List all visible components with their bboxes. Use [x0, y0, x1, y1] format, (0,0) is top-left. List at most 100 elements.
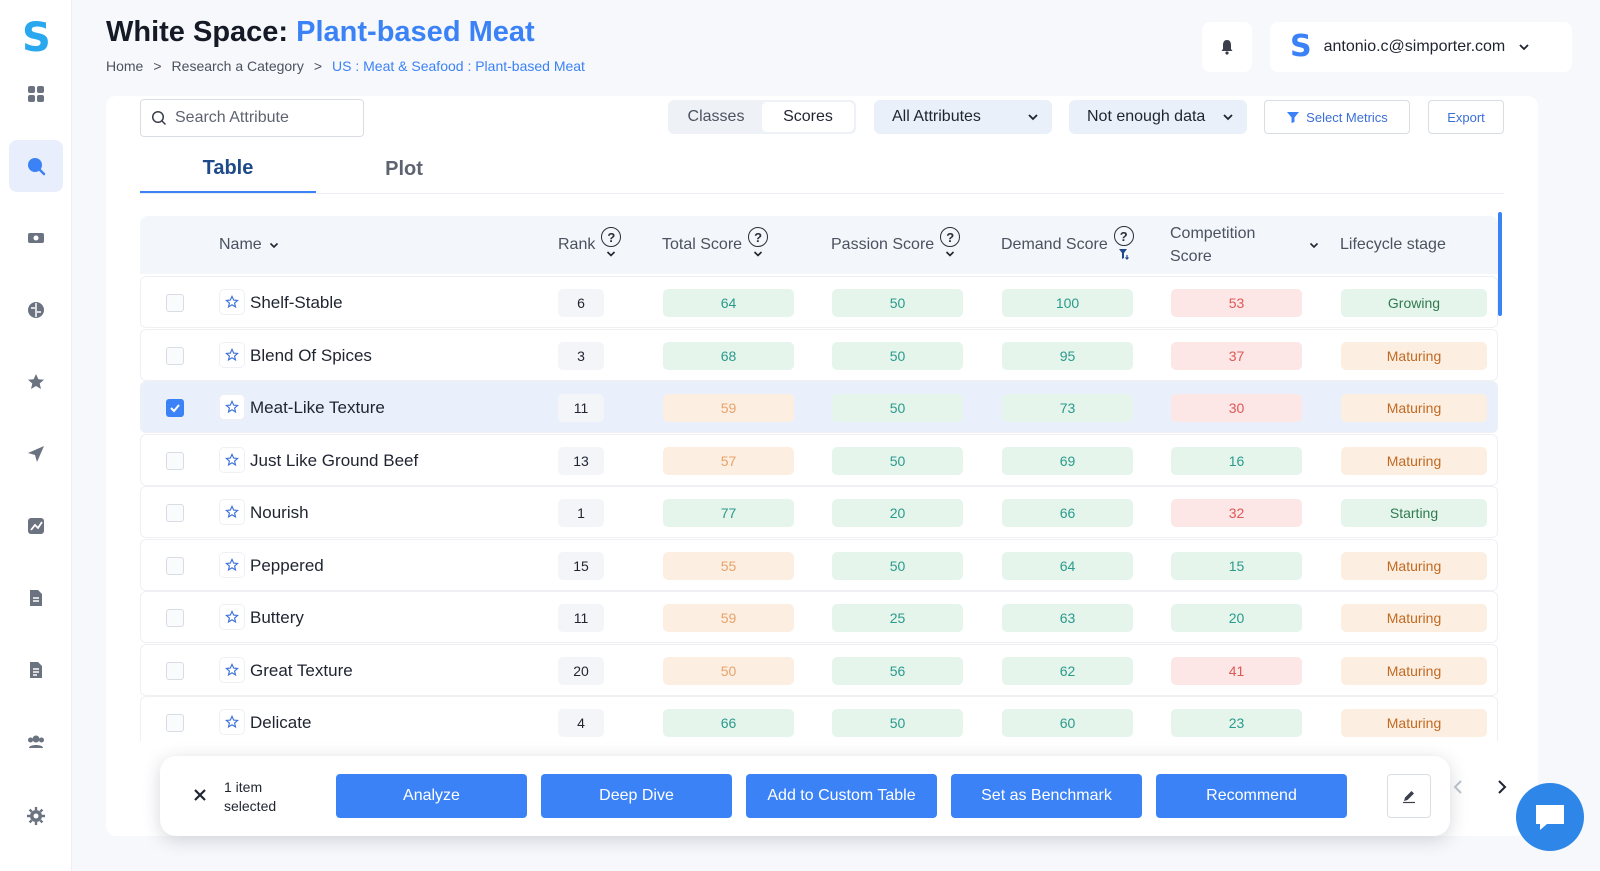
brand-logo[interactable]: S [22, 15, 51, 61]
table-row[interactable]: Shelf-Stable 6 64 50 100 53 Growing [140, 276, 1498, 328]
prev-page-button[interactable] [1446, 775, 1470, 799]
set-as-benchmark-button[interactable]: Set as Benchmark [951, 774, 1142, 818]
table-row[interactable]: Just Like Ground Beef 13 57 50 69 16 Maturing [140, 433, 1498, 486]
user-menu[interactable]: S antonio.c@simporter.com [1270, 22, 1572, 72]
favorite-button[interactable] [219, 394, 245, 420]
add-to-custom-table-button[interactable]: Add to Custom Table [746, 774, 937, 818]
search-box[interactable] [140, 99, 364, 137]
header-rank[interactable]: Rank ? [558, 216, 622, 274]
chat-button[interactable] [1516, 783, 1584, 851]
trend-chart-icon[interactable] [9, 500, 63, 552]
attribute-name[interactable]: Great Texture [250, 660, 353, 680]
row-checkbox[interactable] [166, 294, 184, 312]
header-lifecycle-stage[interactable]: Lifecycle stage [1340, 216, 1446, 274]
chevron-down-icon[interactable] [944, 249, 956, 259]
search-input[interactable] [175, 109, 345, 127]
header-competition-line2: Score [1170, 248, 1212, 265]
header-demand-score[interactable]: Demand Score ? [1001, 216, 1134, 274]
favorite-button[interactable] [219, 446, 245, 473]
attribute-name[interactable]: Nourish [250, 503, 309, 522]
help-icon[interactable]: ? [601, 227, 622, 247]
attribute-name[interactable]: Buttery [250, 608, 304, 627]
lifecycle-stage-badge: Growing [1341, 289, 1487, 317]
gear-icon[interactable] [9, 790, 63, 842]
deep-dive-button[interactable]: Deep Dive [541, 774, 732, 818]
attribute-name[interactable]: Shelf-Stable [250, 293, 343, 312]
row-checkbox[interactable] [166, 346, 184, 365]
row-checkbox[interactable] [166, 451, 184, 470]
recommend-button[interactable]: Recommend [1156, 774, 1347, 818]
favorite-button[interactable] [219, 499, 245, 525]
select-metrics-button[interactable]: Select Metrics [1264, 100, 1410, 134]
clear-selection-button[interactable] [190, 785, 210, 805]
help-icon[interactable]: ? [1113, 226, 1134, 246]
table-row[interactable]: Great Texture 20 50 56 62 41 Maturing [140, 643, 1498, 696]
star-icon[interactable] [9, 356, 63, 408]
help-icon[interactable]: ? [940, 227, 961, 247]
attribute-name[interactable]: Blend Of Spices [250, 345, 372, 365]
edit-button[interactable] [1387, 774, 1431, 818]
send-icon[interactable] [9, 428, 63, 480]
tab-plot[interactable]: Plot [385, 158, 423, 180]
breadcrumb-research[interactable]: Research a Category [171, 58, 304, 74]
total-score-value: 59 [663, 604, 794, 632]
data-sufficiency-dropdown[interactable]: Not enough data [1069, 100, 1247, 134]
breadcrumb-current[interactable]: US : Meat & Seafood : Plant-based Meat [332, 58, 585, 74]
next-page-button[interactable] [1490, 775, 1514, 799]
header-total-score[interactable]: Total Score ? [662, 216, 769, 274]
analyze-button[interactable]: Analyze [336, 774, 527, 818]
favorite-button[interactable] [219, 289, 245, 315]
close-icon [194, 789, 206, 801]
brain-icon[interactable] [9, 284, 63, 336]
favorite-button[interactable] [219, 604, 245, 630]
table-row[interactable]: Nourish 1 77 20 66 32 Starting [140, 486, 1498, 538]
users-icon[interactable] [9, 716, 63, 768]
ticket-icon[interactable] [9, 212, 63, 264]
export-button[interactable]: Export [1428, 100, 1504, 134]
notifications-button[interactable] [1202, 22, 1252, 72]
row-checkbox[interactable] [166, 504, 184, 522]
attribute-name[interactable]: Meat-Like Texture [250, 398, 385, 417]
tab-table[interactable]: Table [140, 146, 316, 193]
table-row[interactable]: Blend Of Spices 3 68 50 95 37 Maturing [140, 328, 1498, 381]
breadcrumb-home[interactable]: Home [106, 58, 144, 74]
table-scrollbar[interactable] [1498, 212, 1502, 316]
table-row[interactable]: Buttery 11 59 25 63 20 Maturing [140, 591, 1498, 643]
competition-score-value: 53 [1171, 289, 1302, 317]
row-checkbox[interactable] [166, 714, 184, 732]
search-icon[interactable] [9, 140, 63, 192]
row-checkbox[interactable] [166, 556, 184, 575]
header-passion-score[interactable]: Passion Score ? [831, 216, 961, 274]
header-name[interactable]: Name [219, 216, 280, 274]
favorite-button[interactable] [219, 341, 245, 368]
help-icon[interactable]: ? [748, 227, 769, 247]
total-score-value: 64 [663, 289, 794, 317]
row-checkbox[interactable] [166, 661, 184, 680]
segment-classes[interactable]: Classes [687, 108, 745, 125]
header-competition-label: Competition Score [1170, 222, 1255, 268]
sort-filter-icon[interactable] [1118, 248, 1130, 260]
attribute-name[interactable]: Peppered [250, 555, 324, 575]
document-icon[interactable] [9, 572, 63, 624]
header-competition-score[interactable]: Competition Score [1170, 216, 1320, 274]
demand-score-value: 62 [1002, 656, 1133, 685]
chevron-down-icon[interactable] [752, 249, 764, 259]
chevron-down-icon[interactable] [605, 249, 617, 259]
segment-scores[interactable]: Scores [762, 102, 854, 132]
table-row[interactable]: Meat-Like Texture 11 59 50 73 30 Maturing [140, 381, 1498, 433]
header-rank-label: Rank [558, 236, 596, 253]
attribute-name[interactable]: Just Like Ground Beef [250, 450, 419, 470]
favorite-button[interactable] [219, 656, 245, 683]
dashboard-icon[interactable] [9, 68, 63, 120]
attribute-name[interactable]: Delicate [250, 713, 312, 732]
rank-value: 1 [558, 499, 604, 527]
row-checkbox[interactable] [166, 609, 184, 627]
table-row[interactable]: Delicate 4 66 50 60 23 Maturing [140, 696, 1498, 741]
attributes-dropdown[interactable]: All Attributes [874, 100, 1052, 134]
favorite-button[interactable] [219, 709, 245, 735]
favorite-button[interactable] [219, 551, 245, 578]
table-row[interactable]: Peppered 15 55 50 64 15 Maturing [140, 538, 1498, 591]
report-icon[interactable] [9, 644, 63, 696]
chevron-down-icon [1519, 44, 1529, 51]
row-checkbox[interactable] [166, 399, 184, 417]
